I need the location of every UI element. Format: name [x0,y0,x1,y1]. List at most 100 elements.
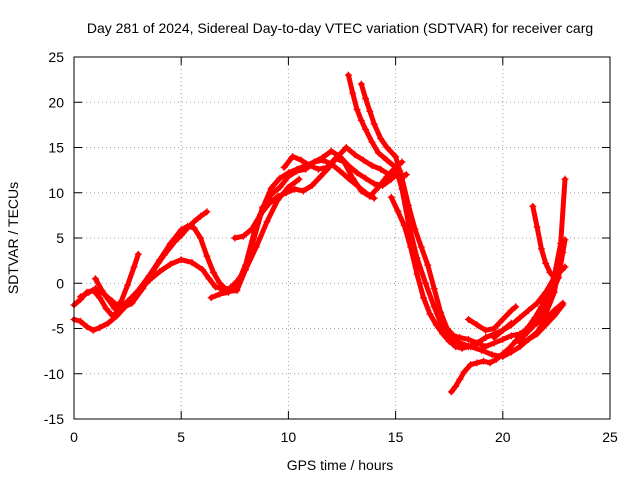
series-trace [92,251,141,312]
data-point-marker [537,245,545,253]
data-point-marker [340,158,348,166]
x-tick-label: 10 [281,429,297,445]
data-point-marker [488,351,496,359]
data-point-marker [370,194,378,202]
data-point-marker [482,334,490,342]
axis-ticks [73,56,611,420]
data-point-marker [89,326,97,334]
data-point-marker [507,332,515,340]
data-point-marker [353,169,361,177]
data-point-marker [323,163,331,171]
data-point-marker [139,285,147,293]
data-point-marker [310,158,318,166]
data-point-marker [166,260,174,268]
data-point-marker [546,268,554,276]
data-point-marker [317,172,325,180]
data-point-marker [430,303,438,311]
data-point-marker [417,243,425,251]
data-point-marker [351,151,359,159]
data-point-marker [537,310,545,318]
data-point-marker [276,183,284,191]
data-point-marker [492,355,500,363]
data-point-marker [332,154,340,162]
data-point-marker [205,275,213,283]
series-trace [208,148,403,301]
data-point-marker [216,279,224,287]
series-trace [517,302,566,346]
data-point-marker [177,256,185,264]
data-point-marker [177,231,185,239]
data-point-marker [267,184,275,192]
data-point-marker [190,218,198,226]
y-tick-label: 10 [48,185,64,201]
data-point-marker [295,175,303,183]
data-point-marker [362,174,370,182]
series-arc-4 [91,250,142,313]
data-point-marker [550,312,558,320]
series-arc-5 [207,147,404,302]
data-point-marker [368,162,376,170]
series-arc-14 [516,301,567,347]
data-point-marker [542,288,550,296]
data-point-marker [480,357,488,365]
data-point-marker [525,306,533,314]
data-point-marker [327,147,335,155]
data-point-marker [160,251,168,259]
data-point-marker [265,200,273,208]
data-point-marker [460,368,468,376]
data-point-marker [184,224,192,232]
data-point-marker [407,243,415,251]
x-tick-label: 25 [602,429,618,445]
y-tick-label: 5 [56,230,64,246]
data-point-marker [525,335,533,343]
data-point-marker [319,153,327,161]
data-point-marker [130,263,138,271]
data-point-marker [464,315,472,323]
data-point-marker [477,346,485,354]
data-point-marker [456,334,464,342]
data-point-marker [117,305,125,313]
plot-data [70,71,569,396]
data-point-marker [426,310,434,318]
x-tick-labels: 0 5 10 15 20 25 [70,429,618,445]
data-point-marker [314,165,322,173]
data-point-marker [293,167,301,175]
data-point-marker [96,324,104,332]
data-point-marker [482,343,490,351]
data-point-marker [456,375,464,383]
data-point-marker [117,297,125,305]
data-point-marker [374,149,382,157]
data-point-marker [383,144,391,151]
x-tick-label: 15 [388,429,404,445]
y-tick-label: 20 [48,94,64,110]
data-point-marker [91,275,99,283]
data-point-marker [207,294,215,302]
data-point-marker [109,312,117,320]
data-point-marker [430,285,438,293]
data-point-marker [464,343,472,351]
data-point-marker [533,299,541,307]
data-point-marker [349,89,357,97]
data-point-marker [512,303,520,311]
data-point-marker [377,134,385,142]
data-point-marker [445,337,453,345]
series-trace [71,176,302,333]
y-tick-labels: -15 -10 -5 0 5 10 15 20 25 [44,49,64,427]
data-point-marker [482,326,490,334]
data-point-marker [274,192,282,200]
x-tick-label: 0 [70,429,78,445]
data-point-marker [370,180,378,188]
data-point-marker [76,293,84,301]
data-point-marker [289,153,297,161]
data-point-marker [490,325,498,332]
data-point-marker [98,286,106,294]
data-point-marker [291,185,299,193]
chart-title: Day 281 of 2024, Sidereal Day-to-day VTE… [87,20,593,36]
data-point-marker [452,343,460,351]
series-arc-10 [387,193,515,352]
y-tick-label: -15 [44,411,64,427]
data-point-marker [533,330,541,338]
data-point-marker [297,156,305,164]
data-point-marker [473,359,481,367]
